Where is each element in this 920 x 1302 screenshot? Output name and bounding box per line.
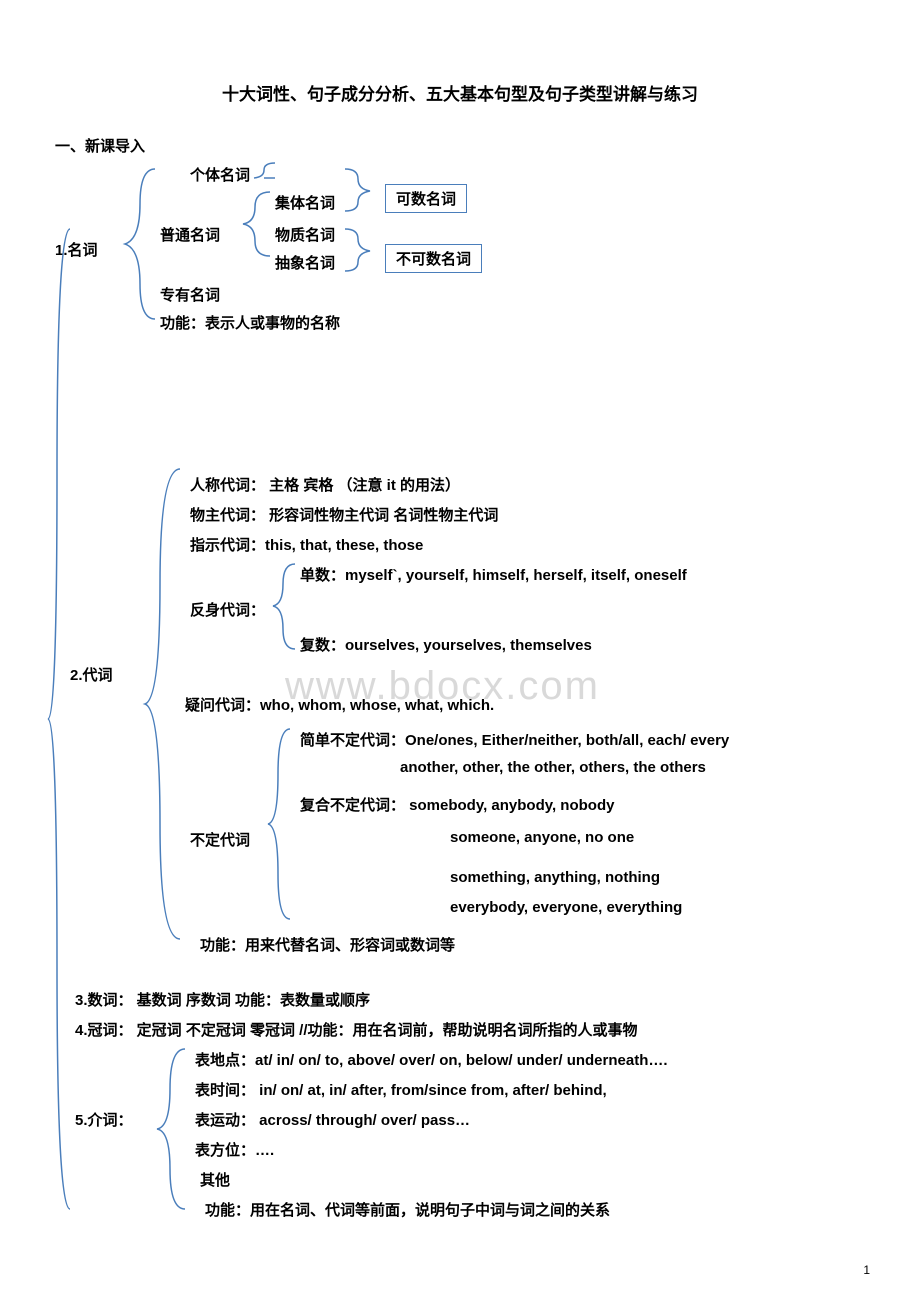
noun-material: 物质名词 <box>275 224 335 245</box>
noun-function: 功能：表示人或事物的名称 <box>160 312 340 333</box>
pronoun-indef-compound3: something, anything, nothing <box>450 869 660 886</box>
noun-common-bracket <box>225 189 275 259</box>
noun-countable-rbracket <box>340 164 380 214</box>
pronoun-personal: 人称代词： 主格 宾格 （注意 it 的用法） <box>190 474 460 495</box>
prep-place: 表地点：at/ in/ on/ to, above/ over/ on, bel… <box>195 1049 668 1070</box>
pronoun-indef-simple2: another, other, the other, others, the o… <box>400 759 706 776</box>
pronoun-label: 2.代词 <box>70 664 113 685</box>
pronoun-function: 功能：用来代替名词、形容词或数词等 <box>200 934 455 955</box>
prep-direction: 表方位：…. <box>195 1139 274 1160</box>
pronoun-indef-label: 不定代词 <box>190 829 250 850</box>
pronoun-reflexive-bracket <box>265 559 305 654</box>
pronoun-main-bracket <box>130 464 190 944</box>
pronoun-indef-compound2: someone, anyone, no one <box>450 829 634 846</box>
pronoun-possessive: 物主代词： 形容词性物主代词 名词性物主代词 <box>190 504 498 525</box>
noun-countable-box: 可数名词 <box>385 184 467 213</box>
noun-uncountable-rbracket <box>340 224 380 274</box>
page-number: 1 <box>863 1263 870 1277</box>
pronoun-indef-compound4: everybody, everyone, everything <box>450 899 682 916</box>
prep-time: 表时间： in/ on/ at, in/ after, from/since f… <box>195 1079 607 1100</box>
prep-other: 其他 <box>200 1169 230 1190</box>
numeral-label: 3.数词： 基数词 序数词 功能：表数量或顺序 <box>75 989 370 1010</box>
page-title: 十大词性、句子成分分析、五大基本句型及句子类型讲解与练习 <box>55 80 865 105</box>
noun-main-bracket <box>105 164 165 324</box>
pronoun-interrogative: 疑问代词：who, whom, whose, what, which. <box>185 694 494 715</box>
prep-motion: 表运动： across/ through/ over/ pass… <box>195 1109 470 1130</box>
pronoun-reflexive-label: 反身代词： <box>190 599 265 620</box>
prep-label: 5.介词： <box>75 1109 133 1130</box>
noun-proper: 专有名词 <box>160 284 220 305</box>
noun-uncountable-box: 不可数名词 <box>385 244 482 273</box>
noun-individual: 个体名词 <box>190 164 250 185</box>
pronoun-indef-compound: 复合不定代词： somebody, anybody, nobody <box>300 794 614 815</box>
noun-abstract: 抽象名词 <box>275 252 335 273</box>
outer-bracket <box>45 224 75 1214</box>
pronoun-reflexive-plural: 复数：ourselves, yourselves, themselves <box>300 634 592 655</box>
noun-common: 普通名词 <box>160 224 220 245</box>
pronoun-indef-simple: 简单不定代词：One/ones, Either/neither, both/al… <box>300 729 729 750</box>
section-heading: 一、新课导入 <box>55 135 865 156</box>
pronoun-indef-bracket <box>260 724 300 924</box>
article-label: 4.冠词： 定冠词 不定冠词 零冠词 //功能：用在名词前，帮助说明名词所指的人… <box>75 1019 638 1040</box>
pronoun-reflexive-singular: 单数：myself`, yourself, himself, herself, … <box>300 564 687 585</box>
pronoun-demonstrative: 指示代词：this, that, these, those <box>190 534 423 555</box>
prep-function: 功能：用在名词、代词等前面，说明句子中词与词之间的关系 <box>205 1199 610 1220</box>
prep-bracket <box>145 1044 195 1214</box>
noun-individual-bracket <box>250 161 280 181</box>
noun-collective: 集体名词 <box>275 192 335 213</box>
